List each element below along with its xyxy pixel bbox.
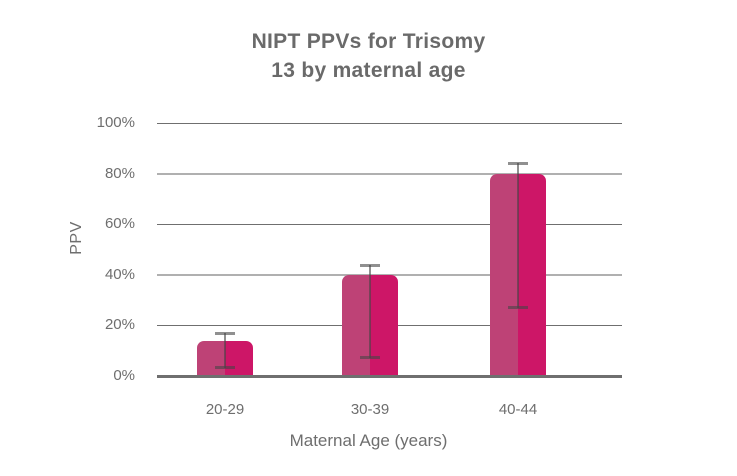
x-axis-line bbox=[157, 374, 622, 378]
error-bar-cap-bottom-40-44 bbox=[508, 305, 528, 309]
y-tick-label-40: 40% bbox=[104, 265, 135, 283]
x-tick-label-40-44: 40-44 bbox=[498, 401, 538, 418]
chart-title-line-1: NIPT PPVs for Trisomy bbox=[251, 30, 486, 53]
x-tick-label-30-39: 30-39 bbox=[350, 401, 390, 418]
gridline-60 bbox=[157, 223, 622, 225]
y-tick-label-80: 80% bbox=[104, 164, 135, 182]
error-bar-whisker-20-29 bbox=[224, 332, 226, 369]
x-axis-label: Maternal Age (years) bbox=[289, 431, 448, 450]
error-bar-cap-bottom-20-29 bbox=[215, 366, 235, 370]
y-tick-label-20: 20% bbox=[104, 316, 135, 334]
error-bar-whisker-40-44 bbox=[517, 163, 519, 308]
error-bar-cap-top-40-44 bbox=[508, 162, 528, 166]
error-bar-cap-bottom-30-39 bbox=[360, 356, 380, 360]
y-tick-label-0: 0% bbox=[113, 367, 135, 384]
gridline-80 bbox=[157, 172, 622, 175]
error-bar-cap-top-20-29 bbox=[215, 331, 235, 335]
plot-area bbox=[157, 122, 622, 378]
error-bar-cap-top-30-39 bbox=[360, 263, 380, 267]
error-bar-whisker-30-39 bbox=[369, 264, 371, 359]
gridline-40 bbox=[157, 273, 622, 276]
y-tick-label-100: 100% bbox=[96, 114, 135, 131]
gridline-100 bbox=[157, 122, 622, 124]
x-tick-label-20-29: 20-29 bbox=[205, 401, 245, 418]
chart-title: NIPT PPVs for Trisomy 13 by maternal age bbox=[0, 27, 737, 85]
y-tick-label-60: 60% bbox=[104, 215, 135, 233]
chart-title-line-2: 13 by maternal age bbox=[271, 59, 466, 82]
